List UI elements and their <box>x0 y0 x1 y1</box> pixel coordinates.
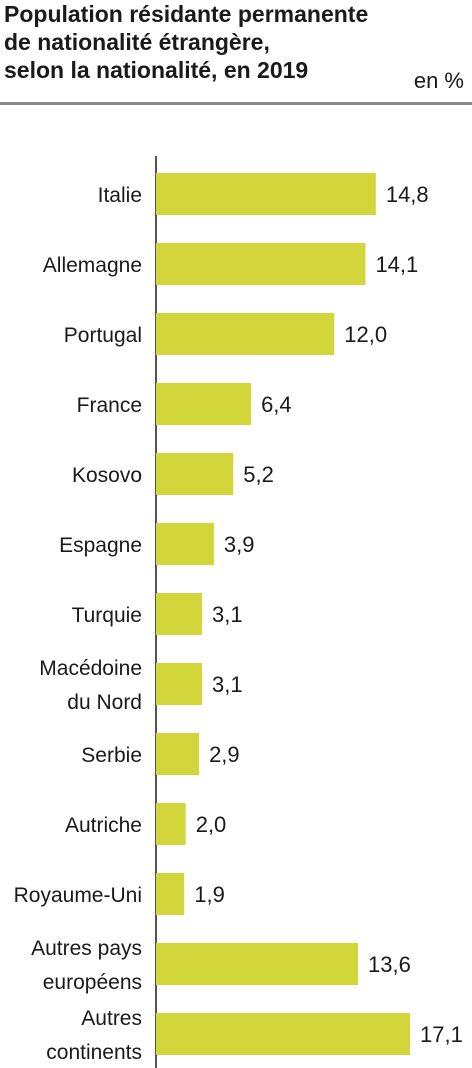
bar <box>156 593 203 635</box>
category-label: Autres pays <box>31 937 142 960</box>
bar <box>156 1013 410 1055</box>
title-line-1: Population résidante permanente <box>4 1 369 27</box>
chart-title: Population résidante permanente de natio… <box>4 0 404 84</box>
value-label: 1,9 <box>194 882 225 907</box>
bar <box>156 313 335 355</box>
value-label: 5,2 <box>243 462 274 487</box>
value-label: 3,1 <box>212 672 243 697</box>
category-label: Serbie <box>81 744 142 767</box>
title-line-3: selon la nationalité, en 2019 <box>4 57 309 83</box>
value-label: 17,1 <box>420 1022 463 1047</box>
value-label: 12,0 <box>344 322 387 347</box>
value-label: 6,4 <box>261 392 292 417</box>
category-label: Autres <box>81 1007 142 1030</box>
title-divider <box>0 102 472 105</box>
value-label: 14,8 <box>386 182 429 207</box>
bar <box>156 243 366 285</box>
bar <box>156 523 214 565</box>
category-label: Portugal <box>64 324 142 347</box>
bar <box>156 943 359 985</box>
category-label: Italie <box>98 184 142 207</box>
category-label: France <box>77 394 142 417</box>
title-line-2: de nationalité étrangère, <box>4 29 270 55</box>
bar <box>156 803 186 845</box>
value-label: 14,1 <box>375 252 418 277</box>
value-label: 2,9 <box>209 742 240 767</box>
category-label: continents <box>46 1041 142 1064</box>
category-label: du Nord <box>67 691 142 714</box>
bar <box>156 173 376 215</box>
category-label: Autriche <box>65 814 142 837</box>
category-label: Royaume-Uni <box>14 884 142 907</box>
bar <box>156 453 234 495</box>
category-label: Allemagne <box>43 254 142 277</box>
value-label: 3,1 <box>212 602 243 627</box>
bar <box>156 383 252 425</box>
value-label: 3,9 <box>224 532 255 557</box>
value-label: 2,0 <box>196 812 227 837</box>
category-label: Macédoine <box>39 657 142 680</box>
category-label: Turquie <box>72 604 142 627</box>
value-label: 13,6 <box>368 952 411 977</box>
bar <box>156 663 203 705</box>
category-label: Kosovo <box>72 464 142 487</box>
unit-label: en % <box>413 68 464 93</box>
bar <box>156 873 185 915</box>
category-label: européens <box>43 971 142 994</box>
category-label: Espagne <box>59 534 142 557</box>
bar <box>156 733 200 775</box>
